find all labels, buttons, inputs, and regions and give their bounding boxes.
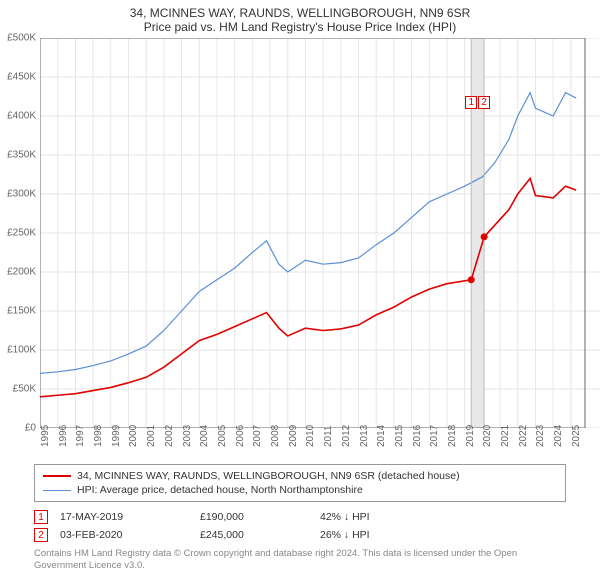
legend-swatch bbox=[43, 475, 71, 477]
chart-subtitle: Price paid vs. HM Land Registry's House … bbox=[0, 20, 600, 38]
x-tick-label: 2001 bbox=[146, 425, 157, 447]
x-axis-labels: 1995 1996 1997 1998 1999 2000 2001 2002 2003 2004… bbox=[40, 428, 600, 458]
x-tick-label: 2021 bbox=[500, 425, 511, 447]
x-tick-label: 2005 bbox=[217, 425, 228, 447]
legend-swatch bbox=[43, 490, 71, 491]
event-price: £245,000 bbox=[200, 529, 320, 541]
x-tick-label: 2008 bbox=[270, 425, 281, 447]
chart-container: 34, MCINNES WAY, RAUNDS, WELLINGBOROUGH,… bbox=[0, 0, 600, 560]
x-tick-label: 2010 bbox=[305, 425, 316, 447]
event-marker-2: 2 bbox=[478, 96, 490, 109]
legend-row: HPI: Average price, detached house, Nort… bbox=[43, 483, 557, 497]
x-tick-label: 1998 bbox=[93, 425, 104, 447]
y-tick-label: £100K bbox=[7, 345, 36, 356]
event-number-badge: 2 bbox=[34, 528, 48, 542]
x-tick-label: 2020 bbox=[482, 425, 493, 447]
event-date: 17-MAY-2019 bbox=[60, 511, 200, 523]
x-tick-label: 2019 bbox=[465, 425, 476, 447]
chart-title: 34, MCINNES WAY, RAUNDS, WELLINGBOROUGH,… bbox=[0, 0, 600, 20]
x-tick-label: 2002 bbox=[164, 425, 175, 447]
x-tick-label: 1996 bbox=[58, 425, 69, 447]
x-tick-label: 1997 bbox=[75, 425, 86, 447]
y-tick-label: £300K bbox=[7, 189, 36, 200]
x-tick-label: 2022 bbox=[518, 425, 529, 447]
y-tick-label: £0 bbox=[25, 423, 36, 434]
x-tick-label: 2006 bbox=[235, 425, 246, 447]
y-tick-label: £350K bbox=[7, 150, 36, 161]
x-tick-label: 2013 bbox=[359, 425, 370, 447]
x-tick-label: 2018 bbox=[447, 425, 458, 447]
chart-plot-area: £0£50K£100K£150K£200K£250K£300K£350K£400… bbox=[40, 38, 600, 428]
event-marker-1: 1 bbox=[465, 96, 477, 109]
legend-row: 34, MCINNES WAY, RAUNDS, WELLINGBOROUGH,… bbox=[43, 469, 557, 483]
legend: 34, MCINNES WAY, RAUNDS, WELLINGBOROUGH,… bbox=[34, 464, 566, 502]
y-tick-label: £400K bbox=[7, 111, 36, 122]
legend-label: 34, MCINNES WAY, RAUNDS, WELLINGBOROUGH,… bbox=[77, 470, 460, 482]
x-tick-label: 2015 bbox=[394, 425, 405, 447]
x-tick-label: 2024 bbox=[553, 425, 564, 447]
event-number-badge: 1 bbox=[34, 510, 48, 524]
x-tick-label: 2025 bbox=[571, 425, 582, 447]
y-tick-label: £150K bbox=[7, 306, 36, 317]
event-note: 42% ↓ HPI bbox=[320, 511, 566, 523]
x-tick-label: 2017 bbox=[429, 425, 440, 447]
event-price: £190,000 bbox=[200, 511, 320, 523]
y-tick-label: £200K bbox=[7, 267, 36, 278]
x-tick-label: 2011 bbox=[323, 425, 334, 447]
x-tick-label: 2000 bbox=[128, 425, 139, 447]
x-tick-label: 2023 bbox=[535, 425, 546, 447]
x-tick-label: 1999 bbox=[111, 425, 122, 447]
attribution-text: Contains HM Land Registry data © Crown c… bbox=[34, 548, 566, 573]
y-tick-label: £450K bbox=[7, 72, 36, 83]
x-tick-label: 2004 bbox=[199, 425, 210, 447]
x-tick-label: 2003 bbox=[182, 425, 193, 447]
y-tick-label: £250K bbox=[7, 228, 36, 239]
x-tick-label: 2012 bbox=[341, 425, 352, 447]
event-note: 26% ↓ HPI bbox=[320, 529, 566, 541]
x-tick-label: 2009 bbox=[288, 425, 299, 447]
event-row: 2 03-FEB-2020£245,00026% ↓ HPI bbox=[34, 526, 566, 544]
x-tick-label: 2016 bbox=[412, 425, 423, 447]
legend-label: HPI: Average price, detached house, Nort… bbox=[77, 484, 363, 496]
event-row: 1 17-MAY-2019£190,00042% ↓ HPI bbox=[34, 508, 566, 526]
x-tick-label: 2007 bbox=[252, 425, 263, 447]
y-axis-labels: £0£50K£100K£150K£200K£250K£300K£350K£400… bbox=[0, 38, 40, 428]
y-tick-label: £50K bbox=[13, 384, 36, 395]
line-chart-svg bbox=[40, 38, 600, 428]
x-tick-label: 2014 bbox=[376, 425, 387, 447]
y-tick-label: £500K bbox=[7, 33, 36, 44]
event-date: 03-FEB-2020 bbox=[60, 529, 200, 541]
x-tick-label: 1995 bbox=[40, 425, 51, 447]
event-list: 1 17-MAY-2019£190,00042% ↓ HPI 2 03-FEB-202… bbox=[34, 508, 566, 544]
